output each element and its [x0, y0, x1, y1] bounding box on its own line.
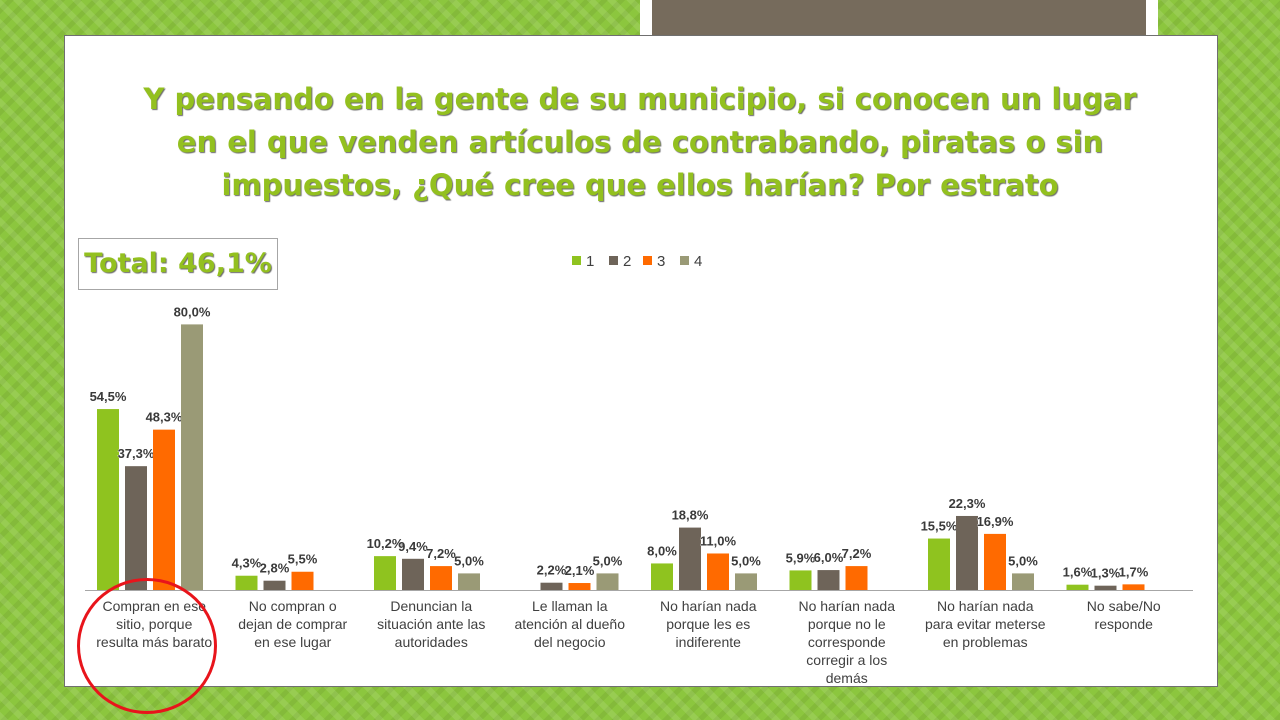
bar-series-3-cat-8 — [1122, 584, 1145, 590]
bar-series-2-cat-1 — [125, 466, 147, 590]
data-label-series-3-cat-1: 48,3% — [146, 410, 183, 425]
bar-series-3-cat-5 — [707, 553, 729, 590]
bar-series-4-cat-3 — [458, 573, 480, 590]
bar-series-1-cat-2 — [235, 575, 258, 590]
bar-series-3-cat-3 — [430, 566, 452, 590]
category-label-5-line-1: No harían nada — [660, 598, 757, 614]
legend-swatch-4 — [680, 256, 689, 265]
bar-series-1-cat-1 — [97, 409, 119, 590]
category-label-5-line-3: indiferente — [676, 634, 742, 650]
bar-series-2-cat-5 — [679, 527, 701, 590]
category-label-6-line-4: corregir a los — [806, 652, 887, 668]
category-label-8-line-2: responde — [1095, 616, 1154, 632]
data-label-series-2-cat-3: 9,4% — [398, 539, 428, 554]
data-label-series-3-cat-7: 16,9% — [977, 514, 1014, 529]
legend-label-1: 1 — [586, 253, 594, 270]
bar-series-4-cat-5 — [735, 573, 757, 590]
data-label-series-4-cat-4: 5,0% — [593, 553, 623, 568]
category-label-7-line-3: en problemas — [943, 634, 1028, 650]
category-label-6-line-5: demás — [826, 670, 868, 686]
category-label-3-line-2: situación ante las — [377, 616, 485, 632]
data-label-series-4-cat-3: 5,0% — [454, 553, 484, 568]
category-label-1-line-3: resulta más barato — [96, 634, 212, 650]
data-label-series-3-cat-8: 1,7% — [1119, 564, 1149, 579]
chart-title: Y pensando en la gente de su municipio, … — [100, 78, 1180, 207]
data-label-series-1-cat-3: 10,2% — [367, 536, 404, 551]
legend-swatch-1 — [572, 256, 581, 265]
legend-swatch-3 — [643, 256, 652, 265]
category-label-2-line-3: en ese lugar — [254, 634, 331, 650]
bar-series-3-cat-1 — [153, 429, 175, 590]
data-label-series-2-cat-6: 6,0% — [814, 550, 844, 565]
bar-series-2-cat-7 — [956, 515, 978, 590]
category-label-1-line-2: sitio, porque — [116, 616, 192, 632]
category-label-3-line-3: autoridades — [395, 634, 468, 650]
category-label-4-line-1: Le llaman la — [532, 598, 608, 614]
data-label-series-2-cat-5: 18,8% — [672, 508, 709, 523]
bar-series-1-cat-6 — [789, 570, 812, 590]
data-label-series-2-cat-4: 2,2% — [537, 563, 567, 578]
bar-series-1-cat-5 — [651, 563, 673, 590]
legend-label-3: 3 — [657, 253, 665, 270]
category-label-4-line-3: del negocio — [534, 634, 606, 650]
bar-series-1-cat-3 — [374, 556, 396, 590]
data-label-series-3-cat-4: 2,1% — [565, 563, 595, 578]
data-label-series-1-cat-1: 54,5% — [90, 389, 127, 404]
category-label-5-line-2: porque les es — [666, 616, 750, 632]
bar-series-4-cat-7 — [1012, 573, 1034, 590]
category-label-6-line-3: corresponde — [808, 634, 886, 650]
data-label-series-1-cat-5: 8,0% — [647, 543, 677, 558]
data-label-series-1-cat-2: 4,3% — [232, 556, 262, 571]
category-label-4-line-2: atención al dueño — [514, 616, 625, 632]
bar-series-3-cat-7 — [984, 533, 1006, 590]
bar-series-1-cat-8 — [1066, 584, 1089, 590]
category-label-7-line-1: No harían nada — [937, 598, 1034, 614]
data-label-series-2-cat-7: 22,3% — [949, 496, 986, 511]
bar-series-3-cat-4 — [568, 583, 591, 590]
data-label-series-1-cat-8: 1,6% — [1063, 565, 1093, 580]
bar-series-2-cat-2 — [263, 580, 286, 590]
category-label-6-line-2: porque no le — [808, 616, 886, 632]
category-label-8-line-1: No sabe/No — [1087, 598, 1161, 614]
bar-series-3-cat-2 — [291, 571, 314, 590]
category-label-2-line-1: No compran o — [249, 598, 337, 614]
category-label-7-line-2: para evitar meterse — [925, 616, 1046, 632]
title-line-1: Y pensando en la gente de su municipio, … — [143, 82, 1137, 116]
data-label-series-1-cat-7: 15,5% — [921, 519, 958, 534]
data-label-series-2-cat-1: 37,3% — [118, 446, 155, 461]
title-line-3: impuestos, ¿Qué cree que ellos harían? P… — [221, 168, 1059, 202]
data-label-series-2-cat-8: 1,3% — [1091, 566, 1121, 581]
category-label-2-line-2: dejan de comprar — [238, 616, 347, 632]
bar-series-1-cat-7 — [928, 538, 950, 590]
title-line-2: en el que venden artículos de contraband… — [176, 125, 1104, 159]
data-label-series-3-cat-5: 11,0% — [700, 533, 737, 548]
bar-series-2-cat-8 — [1094, 585, 1117, 590]
bar-series-2-cat-6 — [817, 570, 840, 590]
data-label-series-4-cat-1: 80,0% — [174, 304, 211, 319]
bar-series-3-cat-6 — [845, 566, 868, 590]
bar-series-2-cat-4 — [540, 582, 563, 590]
category-label-6-line-1: No harían nada — [798, 598, 895, 614]
bar-series-2-cat-3 — [402, 558, 424, 590]
bar-series-4-cat-4 — [596, 573, 619, 590]
data-label-series-3-cat-6: 7,2% — [842, 546, 872, 561]
bar-series-4-cat-1 — [181, 324, 203, 590]
data-label-series-2-cat-2: 2,8% — [260, 561, 290, 576]
total-badge: Total: 46,1% — [78, 238, 278, 290]
data-label-series-3-cat-2: 5,5% — [288, 552, 318, 567]
data-label-series-1-cat-6: 5,9% — [786, 550, 816, 565]
legend-label-4: 4 — [694, 253, 702, 270]
category-label-1-line-1: Compran en ese — [102, 598, 206, 614]
legend-swatch-2 — [609, 256, 618, 265]
data-label-series-3-cat-3: 7,2% — [426, 546, 456, 561]
data-label-series-4-cat-5: 5,0% — [731, 553, 761, 568]
category-label-3-line-1: Denuncian la — [390, 598, 472, 614]
legend-label-2: 2 — [623, 253, 631, 270]
data-label-series-4-cat-7: 5,0% — [1008, 553, 1038, 568]
